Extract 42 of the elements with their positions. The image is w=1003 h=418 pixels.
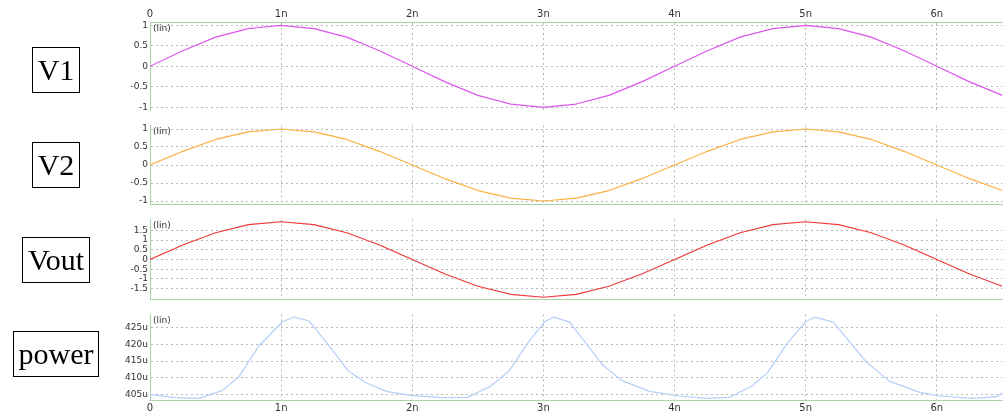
y-tick-label: -0.5 — [130, 177, 148, 188]
y-tick-label: -1 — [139, 273, 148, 284]
y-tick-label: 1 — [142, 234, 148, 245]
y-tick-label: 425u — [125, 322, 148, 333]
x-tick-label: 6n — [930, 401, 944, 413]
annotation: (lin) — [153, 315, 171, 326]
y-tick-label: -0.5 — [130, 81, 148, 92]
x-tick-label: 2n — [405, 7, 419, 19]
y-axis-title: V1 — [31, 47, 81, 93]
annotation: (lin) — [153, 220, 171, 231]
y-axis-title: V2 — [31, 142, 81, 188]
x-tick-label: 6n — [930, 7, 944, 19]
x-tick-label: 5n — [799, 401, 813, 413]
x-tick-label: 3n — [537, 7, 550, 19]
y-tick-label: 405u — [125, 388, 148, 399]
y-axis-title: power — [12, 330, 100, 377]
y-tick-label: 1 — [142, 123, 148, 134]
y-tick-label: 0 — [142, 159, 149, 170]
x-tick-label: 3n — [537, 401, 550, 413]
y-tick-label: 420u — [125, 338, 148, 349]
y-tick-label: -1 — [139, 101, 148, 112]
y-tick-label: -1 — [139, 195, 148, 206]
y-tick-label: 0.5 — [133, 40, 148, 51]
annotation: (lin) — [153, 126, 171, 137]
y-tick-label: -1.5 — [130, 282, 148, 293]
x-tick-label: 4n — [668, 401, 681, 413]
x-tick-label: 1n — [274, 401, 288, 413]
y-tick-label: 0 — [142, 253, 149, 264]
y-tick-label: 415u — [125, 355, 148, 366]
x-tick-label: 1n — [274, 7, 288, 19]
y-tick-label: 410u — [125, 372, 148, 383]
y-tick-label: 1.5 — [133, 224, 148, 235]
y-tick-label: -0.5 — [130, 263, 148, 274]
y-tick-label: 0 — [142, 60, 149, 71]
y-axis-title: Vout — [21, 236, 91, 283]
annotation: (lin) — [153, 22, 171, 33]
y-tick-label: 0.5 — [133, 141, 148, 152]
y-tick-label: 1 — [142, 19, 148, 30]
y-tick-label: 0.5 — [133, 244, 148, 255]
x-tick-label: 4n — [668, 7, 681, 19]
x-tick-label: 5n — [799, 7, 813, 19]
x-tick-label: 2n — [405, 401, 419, 413]
